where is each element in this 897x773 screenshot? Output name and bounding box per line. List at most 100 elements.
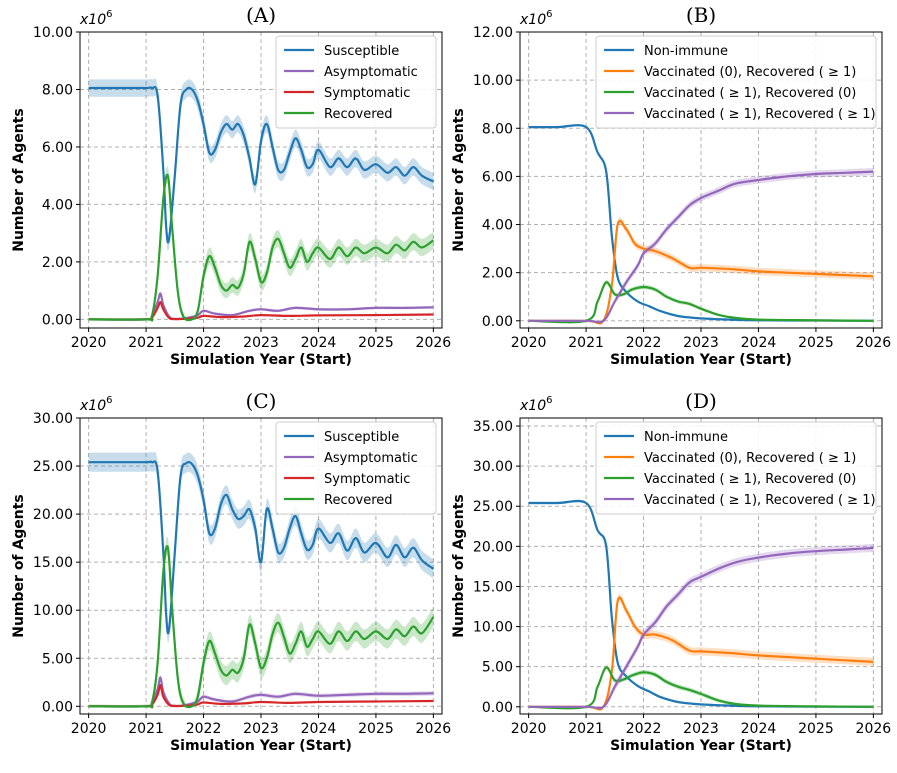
legend-box xyxy=(275,35,437,129)
y-tick-label: 0.00 xyxy=(482,314,513,330)
x-tick-label: 2024 xyxy=(301,721,337,737)
y-tick-label: 5.00 xyxy=(482,660,513,676)
y-tick-label: 10.00 xyxy=(33,25,73,41)
x-axis-label: Simulation Year (Start) xyxy=(610,738,792,754)
series-line xyxy=(528,666,874,710)
x-tick-label: 2024 xyxy=(301,335,337,351)
legend-label: Symptomatic xyxy=(324,86,410,101)
legend-label: Non-immune xyxy=(644,430,728,445)
x-tick-label: 2023 xyxy=(683,335,719,351)
y-axis-label: Number of Agents xyxy=(11,494,27,638)
y-tick-label: 10.00 xyxy=(473,620,513,636)
legend-label: Recovered xyxy=(324,493,393,508)
y-tick-label: 0.00 xyxy=(42,699,73,715)
x-tick-label: 2026 xyxy=(416,721,452,737)
y-tick-label: 15.00 xyxy=(473,579,513,595)
y-tick-label: 8.00 xyxy=(482,121,513,137)
legend: Non-immune Vaccinated (0), Recovered ( ≥ … xyxy=(595,35,877,129)
x-axis-label: Simulation Year (Start) xyxy=(610,352,792,368)
plot-area xyxy=(528,499,874,711)
x-tick-label: 2024 xyxy=(741,335,777,351)
legend-label: Vaccinated (0), Recovered ( ≥ 1) xyxy=(644,451,856,466)
y-tick-label: 35.00 xyxy=(473,419,513,435)
axis-multiplier: x106 xyxy=(519,9,552,28)
legend: Susceptible Asymptomatic Symptomatic Recove… xyxy=(275,35,437,129)
panel-title: (B) xyxy=(686,3,716,27)
y-tick-label: 8.00 xyxy=(42,82,73,98)
series-line xyxy=(88,301,434,321)
y-tick-label: 12.00 xyxy=(473,25,513,41)
series-line xyxy=(88,676,434,708)
legend-label: Vaccinated (0), Recovered ( ≥ 1) xyxy=(644,65,856,80)
x-tick-label: 2023 xyxy=(683,721,719,737)
plot-area xyxy=(88,78,435,322)
panel-title: (C) xyxy=(246,389,277,413)
multiplier-exponent: 6 xyxy=(546,395,552,406)
x-tick-label: 2023 xyxy=(243,335,279,351)
y-tick-label: 10.00 xyxy=(33,603,73,619)
y-tick-label: 30.00 xyxy=(33,411,73,427)
x-tick-label: 2021 xyxy=(568,721,604,737)
y-tick-label: 20.00 xyxy=(473,539,513,555)
x-axis-label: Simulation Year (Start) xyxy=(170,352,352,368)
x-tick-label: 2025 xyxy=(798,721,834,737)
y-tick-label: 6.00 xyxy=(482,169,513,185)
y-axis-label: Number of Agents xyxy=(11,108,27,252)
y-tick-label: 25.00 xyxy=(473,499,513,515)
legend-label: Vaccinated ( ≥ 1), Recovered (0) xyxy=(644,86,856,101)
series-line xyxy=(88,545,435,709)
x-tick-label: 2025 xyxy=(798,335,834,351)
x-tick-label: 2026 xyxy=(856,335,892,351)
series-band xyxy=(528,217,874,324)
x-tick-label: 2020 xyxy=(511,721,547,737)
x-tick-label: 2026 xyxy=(856,721,892,737)
chart-panel: 2020 2021 2022 2023 2024 2025 2026 0.00 2.00 4.00… xyxy=(451,3,891,368)
x-tick-label: 2020 xyxy=(511,335,547,351)
multiplier-base: x10 xyxy=(519,12,546,28)
y-tick-label: 6.00 xyxy=(42,140,73,156)
chart-panel: 2020 2021 2022 2023 2024 2025 2026 0.00 5.00 10.0… xyxy=(451,389,891,754)
x-axis-label: Simulation Year (Start) xyxy=(170,738,352,754)
series-line xyxy=(528,499,874,708)
y-tick-label: 2.00 xyxy=(482,266,513,282)
axis-multiplier: x106 xyxy=(519,395,552,414)
x-tick-label: 2024 xyxy=(741,721,777,737)
multiplier-base: x10 xyxy=(79,398,106,414)
x-tick-label: 2021 xyxy=(128,335,164,351)
x-tick-label: 2022 xyxy=(626,335,662,351)
x-tick-label: 2022 xyxy=(186,721,222,737)
legend-box xyxy=(275,421,437,515)
x-tick-label: 2021 xyxy=(568,335,604,351)
x-tick-label: 2020 xyxy=(71,335,107,351)
series-band xyxy=(88,451,434,643)
x-tick-label: 2025 xyxy=(358,721,394,737)
multiplier-base: x10 xyxy=(79,12,106,28)
x-tick-label: 2022 xyxy=(626,721,662,737)
legend-label: Susceptible xyxy=(324,430,399,445)
series-line xyxy=(528,281,874,324)
legend: Susceptible Asymptomatic Symptomatic Recove… xyxy=(275,421,437,515)
series-line xyxy=(88,173,435,322)
y-tick-label: 20.00 xyxy=(33,507,73,523)
legend-box xyxy=(595,35,877,129)
series-band xyxy=(88,78,434,252)
legend-label: Asymptomatic xyxy=(324,65,418,80)
y-tick-label: 0.00 xyxy=(482,700,513,716)
x-tick-label: 2023 xyxy=(243,721,279,737)
chart-panel: 2020 2021 2022 2023 2024 2025 2026 0.00 5.00 10.0… xyxy=(11,389,451,754)
y-tick-label: 15.00 xyxy=(33,555,73,571)
series-line xyxy=(528,170,874,324)
legend-label: Recovered xyxy=(324,107,393,122)
y-tick-label: 0.00 xyxy=(42,312,73,328)
x-tick-label: 2025 xyxy=(358,335,394,351)
y-tick-label: 4.00 xyxy=(482,218,513,234)
panel-title: (A) xyxy=(246,3,276,27)
y-tick-label: 5.00 xyxy=(42,651,73,667)
legend-label: Vaccinated ( ≥ 1), Recovered ( ≥ 1) xyxy=(644,493,876,508)
panel-title: (D) xyxy=(685,389,717,413)
y-axis-label: Number of Agents xyxy=(451,494,467,638)
legend-label: Non-immune xyxy=(644,44,728,59)
multiplier-exponent: 6 xyxy=(546,9,552,20)
legend-label: Vaccinated ( ≥ 1), Recovered ( ≥ 1) xyxy=(644,107,876,122)
